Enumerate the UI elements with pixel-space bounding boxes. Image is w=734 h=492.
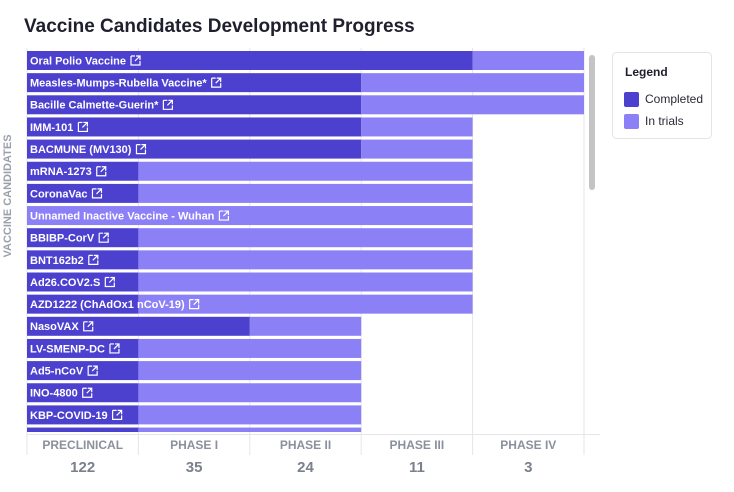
phase-count: 35 <box>186 459 203 476</box>
bar-completed <box>27 95 362 115</box>
x-tick-label: PHASE I <box>170 438 218 452</box>
bar-completed <box>27 228 139 248</box>
x-tick-label: PRECLINICAL <box>42 438 123 452</box>
x-tick-label: PHASE IV <box>500 438 556 452</box>
bar-in-trials <box>138 338 362 358</box>
bar-completed <box>27 316 250 336</box>
bar-completed <box>27 405 139 425</box>
external-link-icon[interactable] <box>130 55 141 66</box>
bars: Oral Polio Vaccine Measles-Mumps-Rubella … <box>27 51 584 444</box>
bar-in-trials <box>138 405 362 425</box>
bar-label: CoronaVac <box>30 188 87 200</box>
bar-completed <box>27 427 139 432</box>
bar-label: BNT162b2 <box>30 255 84 267</box>
external-link-icon[interactable] <box>91 188 103 199</box>
external-link-icon[interactable] <box>77 121 89 133</box>
legend-title: Legend <box>625 65 668 79</box>
external-link-icon[interactable] <box>162 99 173 110</box>
chart-title: Vaccine Candidates Development Progress <box>24 16 415 37</box>
bar-in-trials <box>138 161 473 181</box>
legend-items: Completed In trials <box>624 92 703 129</box>
bar-completed <box>27 294 139 314</box>
y-axis-label: VACCINE CANDIDATES <box>2 134 14 257</box>
external-link-icon[interactable] <box>96 166 107 177</box>
phase-count: 24 <box>297 459 314 476</box>
bar-in-trials <box>361 73 584 93</box>
bar-label: Bacille Calmette-Guerin* <box>30 100 159 112</box>
bar-completed <box>27 161 139 181</box>
bar-completed <box>27 250 139 270</box>
phase-count: 3 <box>524 459 532 476</box>
x-tick-label: PHASE II <box>280 438 331 452</box>
external-link-icon[interactable] <box>88 254 99 265</box>
bar-in-trials <box>138 272 473 292</box>
external-link-icon[interactable] <box>87 365 98 376</box>
bar-label: LV-SMENP-DC <box>30 343 105 355</box>
bar-in-trials <box>361 117 473 137</box>
bar-completed <box>27 73 362 93</box>
legend-swatch <box>624 92 639 107</box>
external-link-icon[interactable] <box>135 144 147 155</box>
bar-label: IMM-101 <box>30 122 73 134</box>
bar-completed <box>27 361 139 381</box>
legend-label: Completed <box>645 92 703 106</box>
bar-label: NasoVAX <box>30 321 79 333</box>
bar-in-trials <box>138 228 473 248</box>
bar-label: BBIBP-CorV <box>30 233 95 245</box>
bar-in-trials <box>138 361 362 381</box>
bar-label: Oral Polio Vaccine <box>30 55 126 67</box>
bar-in-trials <box>138 427 362 432</box>
bar-in-trials <box>138 294 473 314</box>
bar-in-trials <box>361 139 473 159</box>
bar-in-trials <box>472 51 584 70</box>
external-link-icon[interactable] <box>104 276 115 288</box>
legend-swatch <box>624 114 639 129</box>
external-link-icon[interactable] <box>189 299 200 310</box>
phase-count: 122 <box>70 459 95 476</box>
scrollbar[interactable] <box>589 55 595 190</box>
bar-label: Measles-Mumps-Rubella Vaccine* <box>30 78 207 90</box>
bar-completed <box>27 183 139 203</box>
bar-completed <box>27 117 362 137</box>
bar-label: BACMUNE (MV130) <box>30 144 132 156</box>
external-link-icon[interactable] <box>218 210 230 221</box>
bar-in-trials <box>138 183 473 203</box>
bar-in-trials <box>138 250 473 270</box>
bar-in-trials <box>249 316 362 336</box>
bar-label: Unnamed Inactive Vaccine - Wuhan <box>30 210 215 222</box>
bar-completed <box>27 139 362 159</box>
x-axis: PRECLINICAL 122 PHASE I 35 PHASE II 24 PHASE I… <box>27 434 600 476</box>
external-link-icon[interactable] <box>82 387 93 398</box>
legend: Legend Completed In trials <box>612 52 712 139</box>
legend-label: In trials <box>645 114 684 128</box>
bar-label: LUNAR-COV19 (ARCT-021) <box>30 432 171 444</box>
bar-in-trials <box>138 383 362 403</box>
x-tick-label: PHASE III <box>390 438 445 452</box>
external-link-icon[interactable] <box>211 77 222 88</box>
bar-label: mRNA-1273 <box>30 166 92 178</box>
bar-label: Ad26.COV2.S <box>30 277 100 289</box>
external-link-icon[interactable] <box>83 321 94 332</box>
bar-label: Ad5-nCoV <box>30 366 84 378</box>
external-link-icon[interactable] <box>112 409 123 420</box>
external-link-icon[interactable] <box>98 232 109 243</box>
bar-in-trials <box>27 206 473 226</box>
external-link-icon[interactable] <box>109 343 120 354</box>
bar-label: AZD1222 (ChAdOx1 nCoV-19) <box>30 299 185 311</box>
bar-in-trials <box>361 95 584 115</box>
phase-count: 11 <box>409 459 425 476</box>
bar-label: INO-4800 <box>30 388 78 400</box>
bar-label: KBP-COVID-19 <box>30 410 108 422</box>
